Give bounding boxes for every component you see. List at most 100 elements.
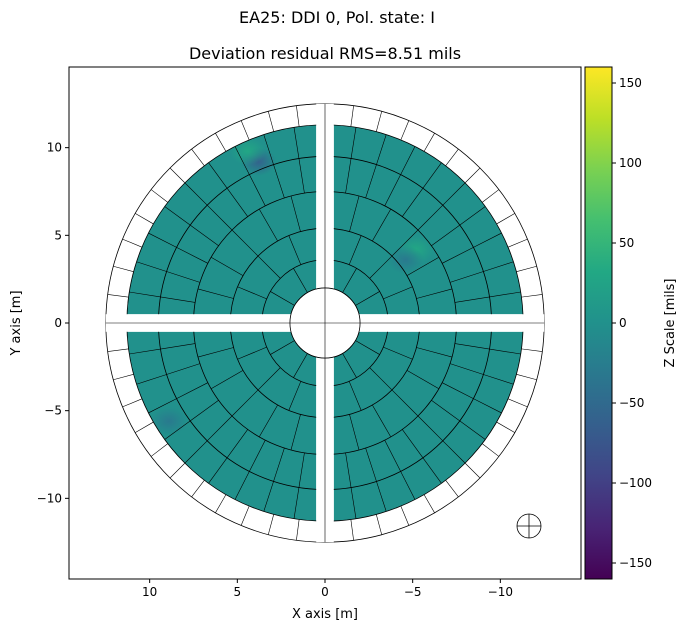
panel-edge — [267, 514, 275, 535]
panel-edge — [237, 286, 267, 300]
panel-edge — [190, 224, 219, 246]
panel-edge — [263, 481, 274, 512]
colorbar — [584, 66, 613, 580]
colorbar-tick-label: 0 — [619, 316, 627, 330]
panel-edge — [349, 414, 360, 451]
panel-edge — [240, 505, 250, 526]
panel-edge — [258, 404, 278, 438]
y-axis: 10 5 0 −5 −10 — [37, 141, 69, 505]
panel-edge — [521, 348, 543, 352]
panel-edge — [383, 286, 413, 300]
panel-edge — [365, 164, 377, 199]
panel-edge — [454, 343, 490, 350]
panel-edge — [231, 229, 259, 257]
panel-edge — [521, 294, 543, 298]
panel-edge — [160, 343, 196, 350]
panel-edge — [267, 111, 275, 132]
panel-edge — [391, 229, 419, 257]
deviation-hotspot — [387, 245, 424, 274]
x-tick-label: −10 — [488, 585, 513, 599]
panel-edge — [148, 232, 177, 248]
colorbar-tick-label: 150 — [619, 76, 642, 90]
deviation-hotspot — [150, 407, 187, 436]
deviation-hotspot — [201, 263, 238, 292]
panel-edge — [210, 256, 244, 276]
colorbar-tick-label: 100 — [619, 156, 642, 170]
panel-edge — [231, 389, 259, 417]
panel-edge — [240, 120, 250, 141]
panel-edge — [135, 213, 154, 225]
panel-edge — [136, 374, 167, 385]
y-tick-label: 0 — [54, 316, 62, 330]
panel-edge — [234, 471, 250, 500]
panel-edge — [107, 348, 129, 352]
panel-edge — [150, 189, 168, 203]
panel-edge — [342, 268, 357, 293]
panel-edge — [489, 291, 521, 298]
panel-edge — [184, 182, 208, 206]
panel-edge — [482, 189, 500, 203]
panel-edge — [234, 146, 250, 175]
panel-edge — [169, 462, 186, 479]
colorbar-tick-label: 50 — [619, 236, 634, 250]
panel-edge — [207, 205, 233, 231]
colorbar-tick-label: −150 — [619, 556, 652, 570]
panel-edge — [350, 519, 354, 541]
panel-edge — [113, 265, 134, 273]
panel-edge — [290, 195, 301, 232]
panel-edge — [365, 447, 377, 482]
panel-edge — [169, 167, 186, 184]
panel-edge — [482, 443, 500, 457]
panel-edge — [384, 174, 401, 206]
deviation-hotspot — [342, 365, 379, 394]
panel-edge — [350, 105, 354, 127]
panel-edge — [293, 353, 308, 378]
panel-edge — [423, 494, 435, 513]
panel-edge — [215, 494, 227, 513]
panel-edge — [459, 420, 486, 440]
panel-edge — [483, 374, 514, 385]
panel-edge — [273, 447, 285, 482]
y-tick-label: 10 — [47, 141, 62, 155]
panel-edge — [122, 398, 143, 408]
figure-suptitle: EA25: DDI 0, Pol. state: I — [239, 8, 435, 27]
x-tick-label: −5 — [404, 585, 422, 599]
panel-edge — [442, 382, 474, 399]
panel-edge — [516, 265, 537, 273]
panel-edge — [298, 158, 305, 194]
panel-edge — [355, 291, 380, 306]
panel-edge — [376, 134, 387, 165]
panel-edge — [376, 481, 387, 512]
panel-edge — [160, 296, 196, 303]
panel-edge — [417, 205, 443, 231]
panel-edge — [166, 271, 201, 283]
x-tick-label: 5 — [234, 585, 242, 599]
panel-edge — [445, 480, 459, 498]
panel-edge — [372, 208, 392, 242]
panel-edge — [191, 148, 205, 166]
panel-edge — [210, 370, 244, 390]
panel-edge — [257, 255, 281, 279]
panel-edge — [489, 348, 521, 355]
panel-edge — [496, 213, 515, 225]
panel-edge — [449, 363, 484, 375]
panel-edge — [464, 462, 481, 479]
panel-edge — [400, 146, 416, 175]
panel-edge — [416, 347, 453, 358]
panel-edge — [136, 261, 167, 272]
panel-edge — [176, 382, 208, 399]
colorbar-tick-label: −100 — [619, 476, 652, 490]
panel-edge — [249, 440, 266, 472]
panel-edge — [348, 235, 362, 265]
panel-edge — [400, 120, 410, 141]
panel-edge — [257, 367, 281, 391]
panel-edge — [431, 400, 460, 422]
panel-edge — [273, 164, 285, 199]
panel-edge — [375, 111, 383, 132]
x-axis: 10 5 0 −5 −10 — [142, 579, 513, 599]
x-tick-label: 10 — [142, 585, 157, 599]
panel-edge — [293, 127, 300, 159]
chart-title: Deviation residual RMS=8.51 mils — [189, 44, 461, 63]
panel-edge — [208, 457, 228, 484]
panel-edge — [350, 127, 357, 159]
